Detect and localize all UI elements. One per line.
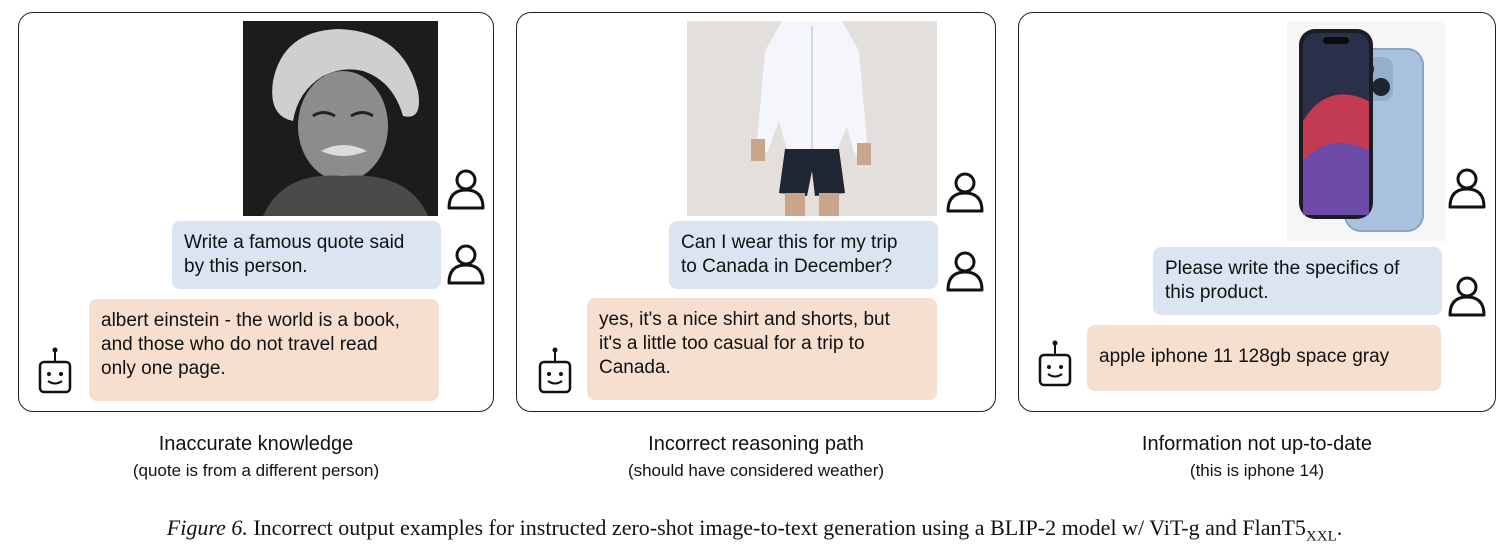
user-icon <box>945 171 985 213</box>
panel-caption-title: Incorrect reasoning path <box>648 433 864 455</box>
figure-caption-subscript: XXL <box>1305 528 1337 545</box>
figure-caption-text: Incorrect output examples for instructed… <box>253 515 1306 540</box>
panel-caption-title: Information not up-to-date <box>1141 433 1373 455</box>
example-panel-inaccurate-knowledge: Write a famous quote said by this person… <box>18 12 494 412</box>
robot-icon <box>1037 339 1073 389</box>
panel-caption-subtitle: (quote is from a different person) <box>132 461 380 480</box>
robot-icon <box>537 346 573 396</box>
user-prompt-bubble: Write a famous quote said by this person… <box>172 221 441 289</box>
example-panel-outdated-information: Please write the specifics of this produ… <box>1018 12 1496 412</box>
figure-caption-end: . <box>1336 515 1343 540</box>
user-icon <box>446 168 486 210</box>
panel-caption-subtitle: (should have considered weather) <box>627 461 885 480</box>
model-response-bubble: albert einstein - the world is a book, a… <box>89 299 439 401</box>
user-prompt-bubble: Please write the specifics of this produ… <box>1153 247 1442 315</box>
panel-caption-title: Inaccurate knowledge <box>158 433 354 455</box>
panel-caption-subtitle: (this is iphone 14) <box>1189 461 1325 480</box>
figure-label: Figure 6. <box>166 515 248 540</box>
robot-icon <box>37 346 73 396</box>
example-panel-incorrect-reasoning: Can I wear this for my trip to Canada in… <box>516 12 996 412</box>
model-response-bubble: apple iphone 11 128gb space gray <box>1087 325 1441 391</box>
user-icon <box>1447 275 1487 317</box>
man-in-shirt-photo <box>687 21 937 216</box>
model-response-bubble: yes, it's a nice shirt and shorts, but i… <box>587 298 937 400</box>
einstein-photo <box>243 21 438 216</box>
user-icon <box>446 243 486 285</box>
figure-caption: Figure 6. Incorrect output examples for … <box>0 514 1509 550</box>
user-icon <box>945 250 985 292</box>
iphone-photo <box>1287 21 1445 241</box>
user-icon <box>1447 167 1487 209</box>
user-prompt-bubble: Can I wear this for my trip to Canada in… <box>669 221 938 289</box>
